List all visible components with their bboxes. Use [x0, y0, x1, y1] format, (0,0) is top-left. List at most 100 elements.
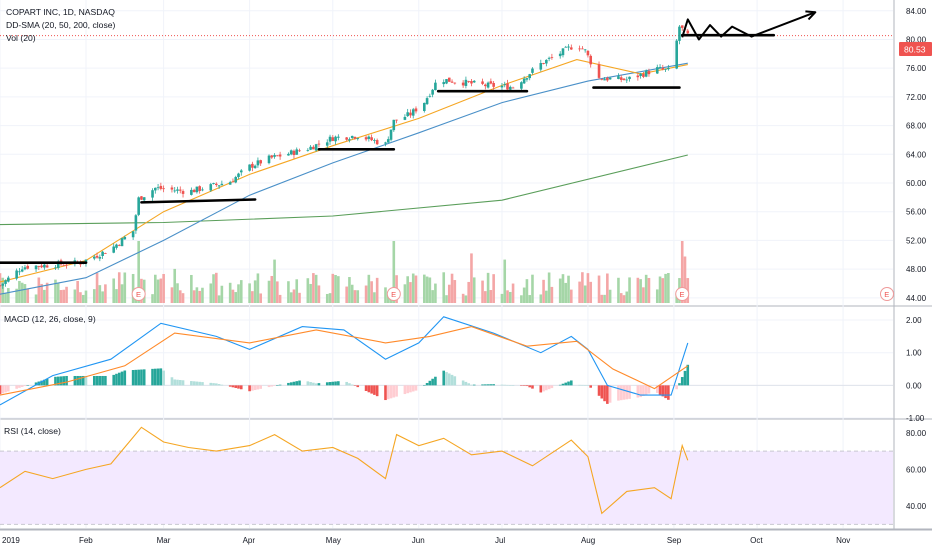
- candle-body: [7, 277, 10, 282]
- volume-bar: [220, 285, 224, 303]
- candle-body: [597, 64, 601, 78]
- macd-histogram-bar: [658, 385, 662, 395]
- candle-body: [655, 67, 659, 74]
- volume-bar: [151, 294, 154, 303]
- macd-histogram-bar: [680, 377, 684, 386]
- macd-histogram-bar: [486, 384, 490, 386]
- volume-bar: [569, 289, 573, 303]
- candle-body: [550, 57, 554, 58]
- macd-histogram-bar: [409, 385, 412, 393]
- macd-histogram-bar: [151, 368, 154, 386]
- macd-histogram-bar: [298, 380, 301, 386]
- macd-histogram-bar: [239, 385, 243, 390]
- macd-histogram-bar: [95, 375, 99, 386]
- macd-histogram-bar: [176, 379, 179, 386]
- candle-body: [625, 79, 629, 81]
- macd-histogram-bar: [370, 385, 373, 394]
- candle-body: [298, 150, 301, 152]
- candle-body: [334, 136, 337, 142]
- time-tick-label: Mar: [157, 536, 171, 545]
- candle-body: [159, 185, 163, 189]
- candle-body: [664, 68, 667, 70]
- candle-body: [325, 142, 329, 146]
- macd-histogram-bar: [589, 385, 593, 388]
- macd-line: [0, 316, 689, 406]
- volume-bar: [34, 294, 38, 303]
- candle-body: [675, 40, 678, 69]
- macd-tick-label: 1.00: [906, 349, 922, 358]
- macd-histogram-bar: [606, 385, 609, 404]
- macd-histogram-bar: [43, 379, 46, 386]
- last-price-label: 80.53: [904, 45, 926, 55]
- candle-body: [209, 184, 213, 191]
- time-tick-label: 2019: [2, 536, 20, 545]
- candle-body: [370, 137, 373, 141]
- candle-body: [34, 265, 38, 270]
- volume-bar: [561, 274, 565, 303]
- candle-body: [423, 102, 426, 111]
- candle-body: [642, 74, 645, 77]
- volume-bar: [312, 273, 315, 303]
- candle-body: [137, 197, 140, 215]
- macd-histogram-bar: [636, 385, 640, 398]
- macd-tick-label: -1.00: [906, 414, 925, 423]
- volume-bar: [470, 253, 473, 303]
- volume-bar: [550, 286, 554, 303]
- candle-body: [123, 237, 127, 240]
- rsi-legend: RSI (14, close): [4, 426, 61, 436]
- candle-body: [140, 196, 143, 200]
- candle-body: [558, 53, 562, 57]
- macd-histogram-bar: [367, 385, 371, 393]
- volume-bar: [20, 282, 24, 303]
- volume-bar: [583, 285, 587, 303]
- volume-bar: [406, 276, 409, 303]
- candle-body: [522, 78, 526, 84]
- candle-body: [198, 186, 201, 191]
- volume-bar: [450, 273, 454, 303]
- macd-histogram-bar: [569, 380, 573, 386]
- volume-bar: [154, 274, 157, 303]
- candle-body: [217, 185, 221, 187]
- macd-histogram-bar: [54, 376, 57, 386]
- macd-histogram-bar: [447, 373, 451, 386]
- candle-body: [117, 244, 121, 246]
- candle-body: [273, 155, 276, 157]
- candle-body: [464, 79, 468, 86]
- candle-body: [486, 82, 490, 88]
- macd-histogram-bar: [403, 385, 407, 395]
- candle-body: [680, 25, 684, 28]
- macd-histogram-bar: [65, 375, 68, 386]
- sma-legend: DD-SMA (20, 50, 200, close): [6, 20, 116, 30]
- volume-bar: [120, 284, 124, 303]
- macd-histogram-bar: [23, 385, 27, 387]
- candle-body: [578, 48, 581, 50]
- macd-histogram-bar: [156, 368, 160, 386]
- candle-body: [253, 165, 257, 169]
- volume-bar: [234, 292, 238, 303]
- volume-bar: [228, 282, 232, 303]
- macd-histogram-bar: [395, 385, 398, 397]
- volume-bar: [603, 294, 606, 303]
- macd-histogram-bar: [337, 381, 340, 386]
- candle-body: [23, 267, 27, 270]
- volume-bar: [325, 293, 329, 303]
- macd-histogram-bar: [600, 385, 604, 399]
- volume-bar: [683, 256, 687, 303]
- candle-body: [619, 77, 623, 80]
- candle-body: [181, 191, 185, 194]
- volume-bar: [26, 288, 30, 303]
- candle-body: [178, 189, 182, 191]
- volume-bar: [467, 281, 470, 303]
- volume-bar: [92, 289, 96, 303]
- macd-histogram-bar: [550, 385, 554, 389]
- macd-histogram-bar: [583, 384, 587, 386]
- macd-histogram-bar: [392, 385, 396, 398]
- candle-body: [356, 138, 360, 140]
- volume-bar: [278, 294, 282, 303]
- macd-histogram-bar: [484, 384, 487, 386]
- volume-bar: [625, 291, 629, 303]
- volume-bar: [481, 280, 484, 303]
- earnings-marker-label: E: [680, 290, 685, 299]
- volume-legend: Vol (20): [6, 33, 36, 43]
